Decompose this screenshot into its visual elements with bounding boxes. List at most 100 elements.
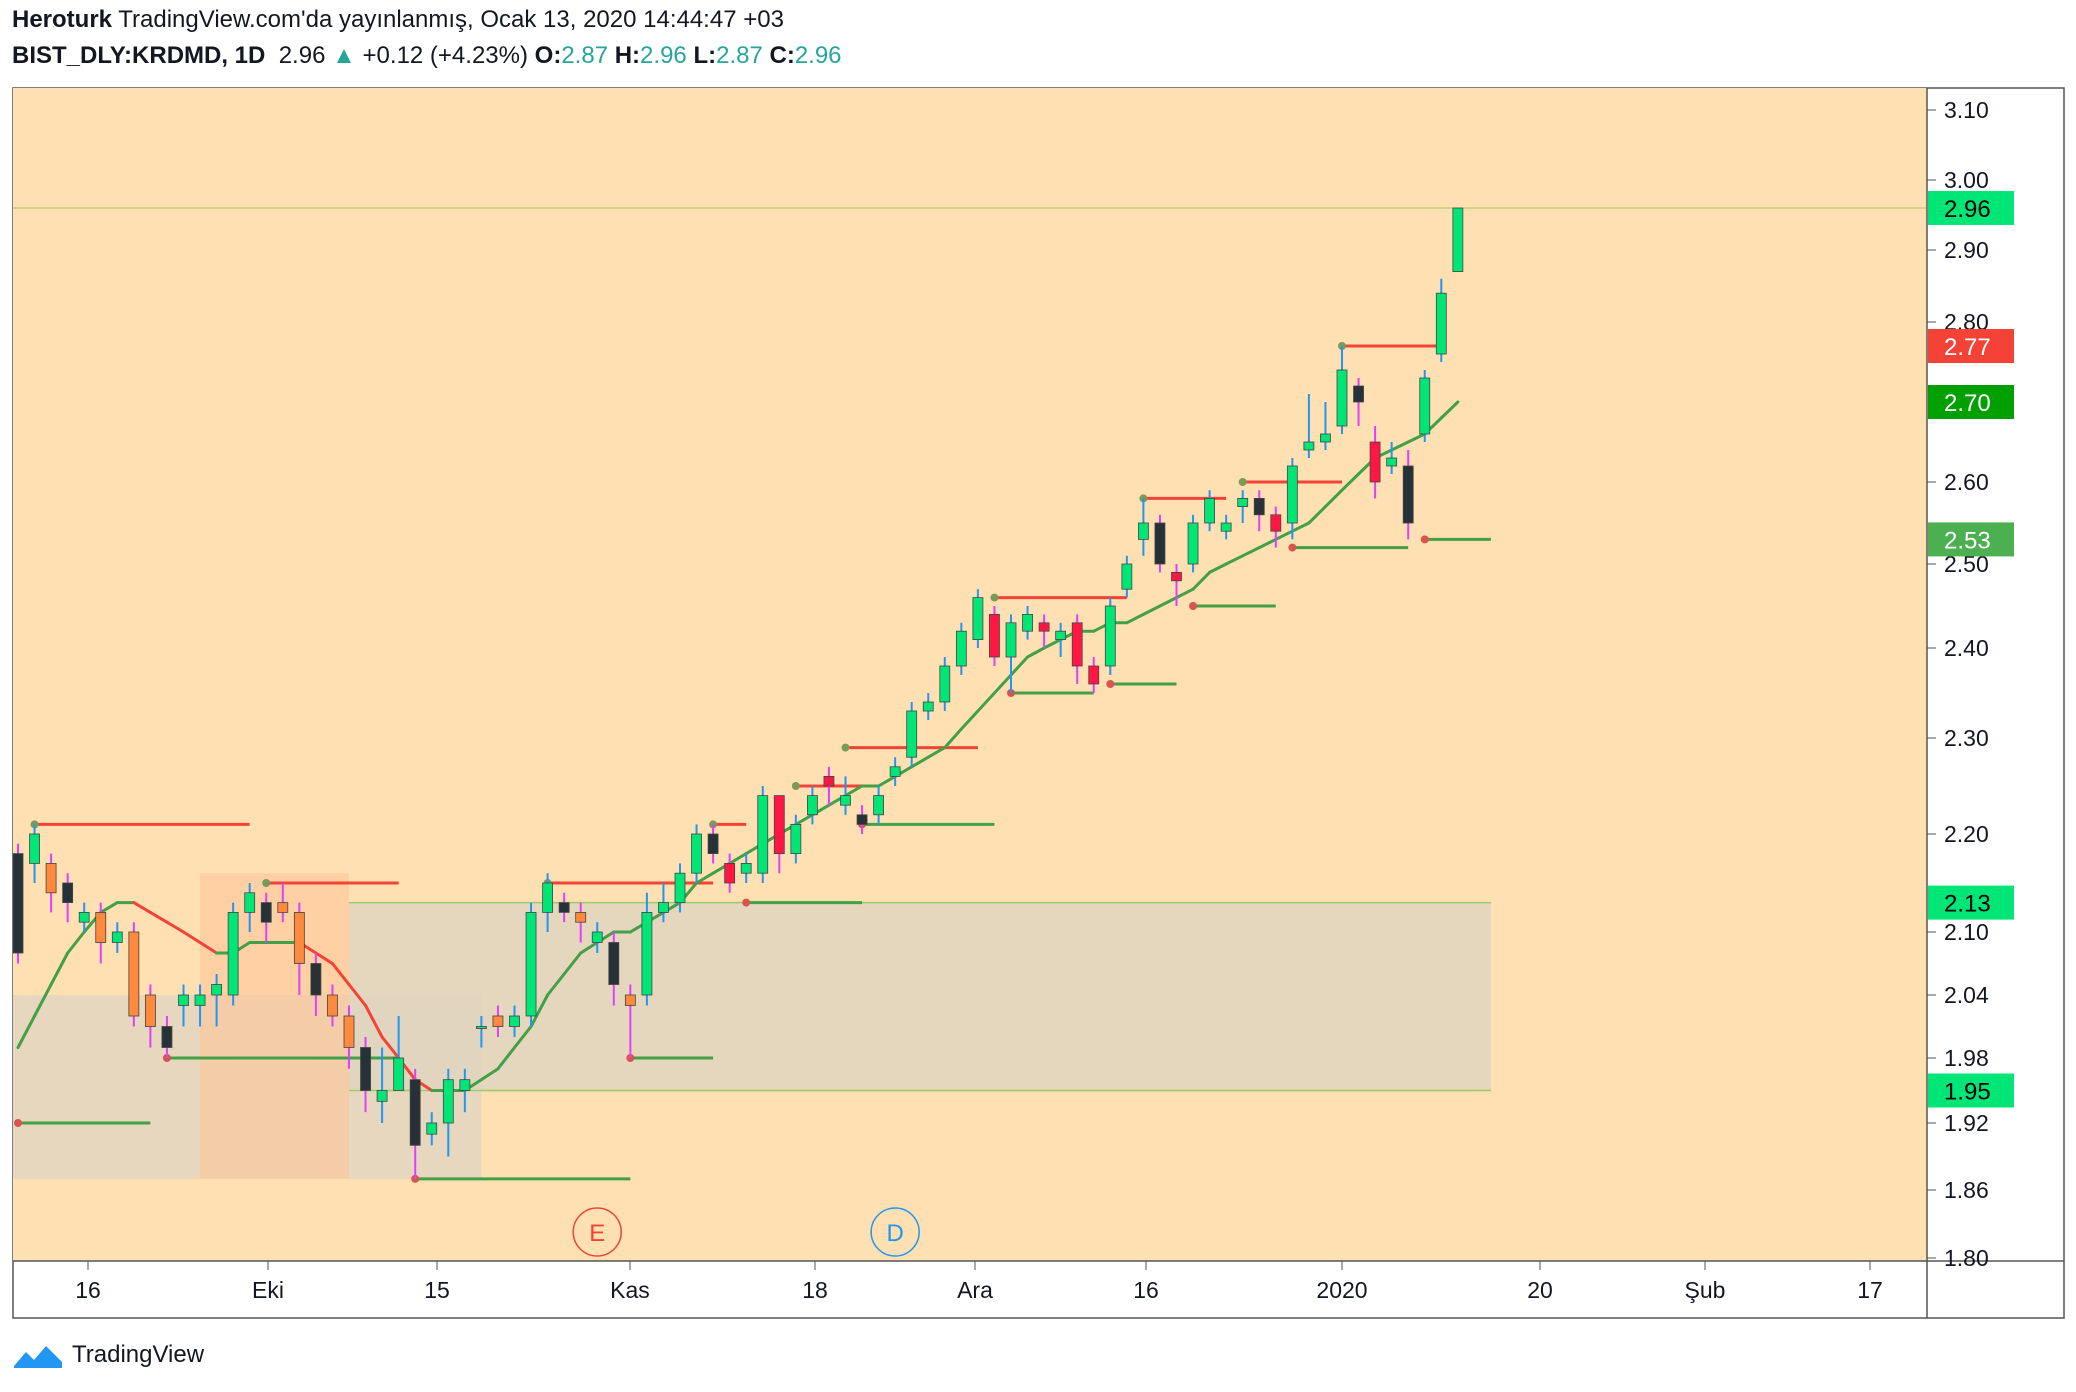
candle-body (691, 833, 702, 874)
y-tick-label: 1.80 (1944, 1245, 1989, 1271)
moving-average-segment (992, 673, 1013, 695)
moving-average-segment (148, 910, 169, 924)
candle-body (492, 1015, 504, 1027)
price-change: +0.12 (+4.23%) (362, 42, 528, 69)
moving-average-segment (910, 755, 930, 769)
y-tick-label: 2.40 (1944, 635, 1989, 661)
x-tick-label: 16 (75, 1277, 101, 1303)
price-label-box (1928, 385, 2014, 419)
candle-body (1121, 563, 1133, 590)
candle-body (939, 665, 951, 703)
resistance-dot (1238, 478, 1247, 486)
candle-body (29, 833, 40, 864)
event-marker-e: E (572, 1207, 622, 1257)
candle-body (1171, 572, 1182, 582)
candle-body (558, 902, 570, 913)
candle-body (1088, 665, 1100, 685)
moving-average-segment (728, 852, 748, 865)
candle-body (327, 994, 338, 1017)
candle-body (1369, 441, 1381, 483)
moving-average-segment (1307, 505, 1327, 525)
price-label-box (1928, 329, 2014, 363)
high-value: 2.96 (640, 42, 687, 69)
candle-body (1154, 522, 1166, 565)
price-label-box (1928, 191, 2014, 225)
candle-body (178, 994, 189, 1006)
brand-name: TradingView (72, 1341, 205, 1368)
moving-average-segment (529, 993, 550, 1028)
close-label: C: (769, 42, 795, 69)
candle-body (658, 902, 669, 913)
moving-average-segment (49, 951, 70, 986)
price-label: 1.95 (1928, 1073, 2014, 1108)
candle-body (78, 912, 90, 923)
moving-average-segment (579, 941, 599, 955)
support-dot (1288, 543, 1297, 552)
y-tick-label: 2.04 (1944, 982, 1989, 1008)
candle-body (194, 994, 206, 1006)
candle-body (277, 902, 289, 913)
candle-body (376, 1090, 388, 1102)
candle-body (1435, 292, 1447, 355)
candle-body (161, 1026, 173, 1048)
moving-average-segment (976, 691, 996, 713)
candle-body (144, 994, 156, 1027)
close-value: 2.96 (794, 42, 842, 69)
candle-body (409, 1079, 421, 1146)
moving-average-segment (165, 920, 185, 934)
x-tick-label: 18 (802, 1277, 828, 1303)
moving-average-segment (99, 901, 119, 914)
candle-body (1237, 497, 1249, 507)
moving-average-segment (198, 941, 219, 955)
y-tick-label: 2.90 (1944, 237, 1989, 263)
candle-body (823, 776, 835, 787)
price-label: 2.77 (1928, 329, 2014, 363)
candle-body (840, 795, 851, 806)
candle-body (790, 824, 802, 855)
tradingview-logo-icon (14, 1346, 62, 1368)
support-dot (742, 898, 751, 907)
candle-body (972, 597, 984, 640)
candle-body (807, 795, 818, 816)
moving-average-segment (132, 901, 152, 914)
up-arrow-icon: ▲ (332, 42, 356, 69)
last-price: 2.96 (278, 42, 326, 69)
price-label-text: 2.53 (1944, 527, 1991, 554)
candle-body (575, 912, 587, 923)
open-label: O: (534, 42, 562, 69)
candle-body (525, 912, 537, 1017)
symbol-info: BIST_DLY:KRDMD, 1D 2.96 ▲ +0.12 (+4.23%)… (12, 42, 842, 70)
moving-average-segment (1241, 546, 1261, 558)
x-tick-label: 2020 (1316, 1277, 1367, 1303)
candle-body (1353, 385, 1364, 403)
publish-info: Heroturk TradingView.com'da yayınlanmış,… (12, 6, 784, 34)
moving-average-segment (33, 983, 53, 1018)
candle-body (1038, 622, 1050, 632)
candle-body (1419, 377, 1431, 435)
moving-average-segment (546, 972, 566, 997)
moving-average-segment (1274, 529, 1294, 541)
moving-average-segment (314, 951, 334, 965)
moving-average-segment (1208, 562, 1228, 574)
candle-body (1104, 605, 1116, 667)
consolidation-zone-main (349, 902, 1491, 1091)
candle-body (426, 1122, 438, 1135)
candle-body (293, 912, 305, 964)
candle-body (707, 833, 719, 855)
x-tick-label: Ara (957, 1277, 993, 1303)
moving-average-segment (380, 1035, 401, 1060)
footer-brand[interactable]: TradingView (12, 1340, 204, 1370)
candle-body (45, 863, 57, 894)
price-label-box (1928, 1073, 2014, 1108)
low-label: L: (693, 42, 717, 69)
candle-body (1204, 497, 1215, 524)
x-tick-label: 15 (424, 1277, 450, 1303)
moving-average-segment (182, 930, 202, 944)
moving-average-segment (1290, 521, 1311, 533)
candle-body (1253, 497, 1265, 516)
candle-body (227, 912, 239, 996)
price-label-text: 2.13 (1944, 891, 1991, 918)
moving-average-segment (877, 774, 897, 788)
y-tick-label: 1.98 (1944, 1045, 1989, 1071)
